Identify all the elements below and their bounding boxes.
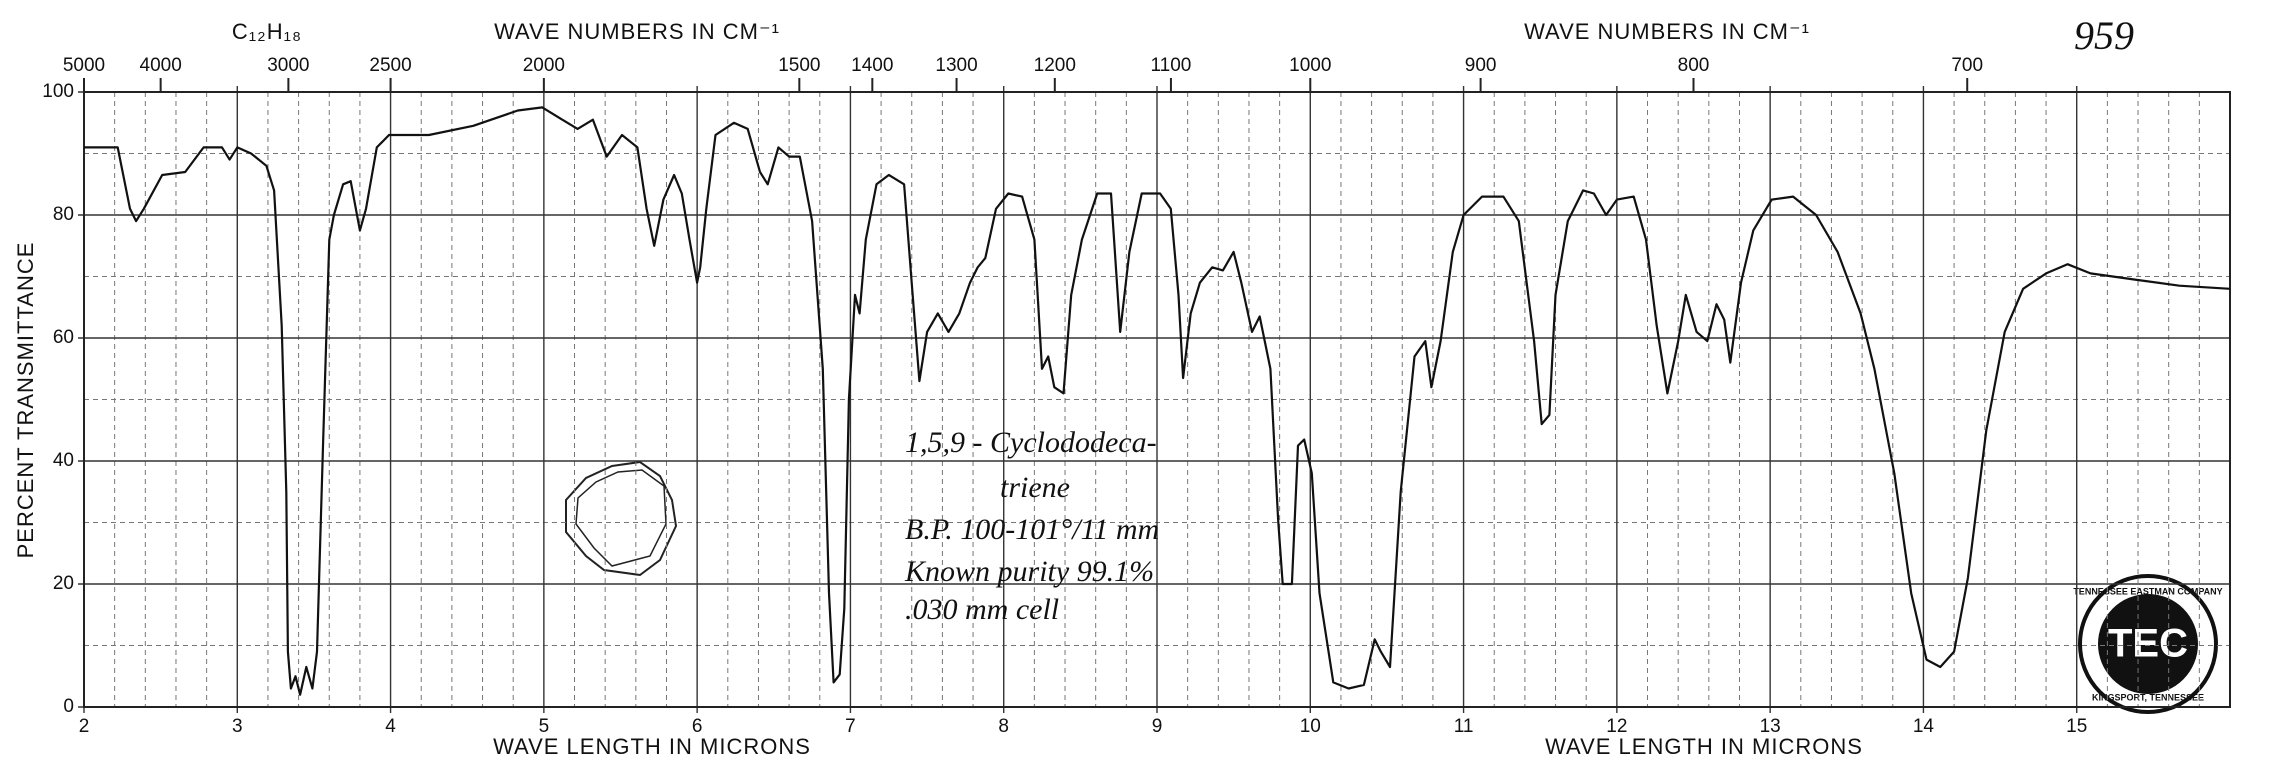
logo-text: TEC bbox=[2108, 622, 2188, 666]
x-tick-label: 14 bbox=[1913, 716, 1935, 737]
x-axis-label: WAVE LENGTH IN MICRONS bbox=[1545, 734, 1863, 759]
x2-tick-label: 4000 bbox=[140, 55, 182, 76]
x-tick-label: 4 bbox=[385, 716, 396, 737]
x-tick-label: 8 bbox=[998, 716, 1009, 737]
x2-tick-label: 1500 bbox=[778, 55, 820, 76]
x2-tick-label: 2500 bbox=[369, 55, 411, 76]
x2-tick-label: 3000 bbox=[267, 55, 309, 76]
handwritten-note: triene bbox=[1000, 471, 1070, 504]
x2-tick-label: 5000 bbox=[63, 55, 105, 76]
y-tick-label: 80 bbox=[53, 204, 74, 225]
handwritten-note: 1,5,9 - Cyclododeca- bbox=[905, 426, 1157, 459]
x2-tick-label: 1000 bbox=[1289, 55, 1331, 76]
x-tick-label: 15 bbox=[2066, 716, 2087, 737]
x-tick-label: 9 bbox=[1152, 716, 1163, 737]
x-axis-label: WAVE LENGTH IN MICRONS bbox=[493, 734, 811, 759]
structure-sketch bbox=[575, 469, 667, 567]
logo: TENNESSEE EASTMAN COMPANY TEC KINGSPORT,… bbox=[2073, 574, 2223, 714]
x2-tick-label: 1100 bbox=[1151, 55, 1192, 76]
x-tick-label: 13 bbox=[1760, 716, 1781, 737]
x2-tick-label: 1200 bbox=[1034, 55, 1076, 76]
x2-tick-label: 900 bbox=[1465, 55, 1497, 76]
spectrum-number: 959 bbox=[2074, 13, 2134, 58]
x2-tick-label: 800 bbox=[1678, 55, 1710, 76]
x2-axis-label: WAVE NUMBERS IN CM⁻¹ bbox=[1524, 19, 1810, 44]
x-tick-label: 3 bbox=[232, 716, 243, 737]
y-tick-label: 20 bbox=[53, 573, 74, 594]
y-axis-label: PERCENT TRANSMITTANCE bbox=[13, 242, 38, 559]
logo-disc bbox=[2098, 594, 2198, 694]
handwritten-note: .030 mm cell bbox=[905, 593, 1059, 626]
x-tick-label: 5 bbox=[539, 716, 550, 737]
x-tick-label: 12 bbox=[1606, 716, 1627, 737]
x-tick-label: 10 bbox=[1300, 716, 1321, 737]
x-tick-label: 7 bbox=[845, 716, 856, 737]
logo-text: KINGSPORT, TENNESSEE bbox=[2092, 692, 2204, 702]
handwritten-note: Known purity 99.1% bbox=[904, 555, 1154, 588]
logo-text: TENNESSEE EASTMAN COMPANY bbox=[2073, 586, 2222, 596]
y-tick-label: 40 bbox=[53, 450, 74, 471]
structure-sketch bbox=[565, 460, 678, 577]
x-tick-label: 11 bbox=[1454, 716, 1474, 737]
formula: C₁₂H₁₈ bbox=[232, 19, 302, 44]
x-tick-label: 6 bbox=[692, 716, 703, 737]
x2-tick-label: 1300 bbox=[935, 55, 977, 76]
x2-tick-label: 2000 bbox=[523, 55, 565, 76]
x2-tick-label: 1400 bbox=[851, 55, 893, 76]
handwritten-note: B.P. 100-101°/11 mm bbox=[905, 513, 1159, 546]
y-tick-label: 60 bbox=[53, 327, 74, 348]
spectrum-line bbox=[84, 106, 2231, 696]
x-tick-label: 2 bbox=[79, 716, 90, 737]
y-tick-label: 100 bbox=[42, 81, 74, 102]
x2-axis-label: WAVE NUMBERS IN CM⁻¹ bbox=[494, 19, 780, 44]
y-tick-label: 0 bbox=[63, 696, 74, 717]
x2-tick-label: 700 bbox=[1951, 55, 1983, 76]
plot-frame bbox=[83, 91, 2231, 708]
